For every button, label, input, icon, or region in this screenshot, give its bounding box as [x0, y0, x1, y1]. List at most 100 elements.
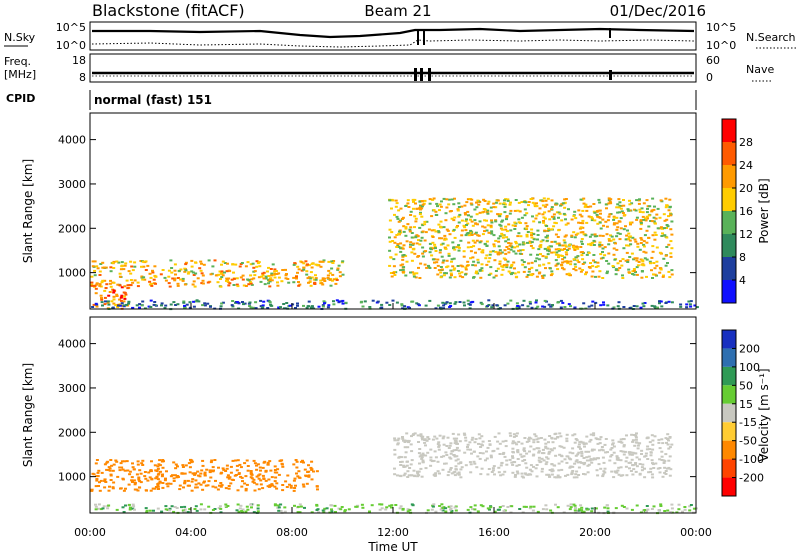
velocity-cell: [399, 505, 403, 508]
velocity-cell: [249, 476, 253, 479]
power-cell: [647, 236, 651, 239]
power-cell: [183, 267, 187, 270]
velocity-cell: [523, 437, 527, 439]
power-cell: [472, 245, 476, 248]
power-cell: [563, 256, 567, 259]
velocity-cell: [664, 453, 668, 456]
power-cell: [632, 273, 636, 276]
power-cell: [509, 266, 513, 269]
velocity-cell: [540, 457, 544, 460]
velocity-cell: [609, 448, 613, 451]
power-cell: [513, 272, 517, 275]
power-cell: [399, 247, 403, 250]
power-cell: [227, 277, 231, 280]
power-cell: [482, 198, 486, 201]
velocity-cell: [437, 448, 441, 451]
velocity-cell: [227, 477, 231, 480]
power-cell: [535, 269, 539, 272]
power-cell: [551, 304, 554, 306]
velocity-cell: [541, 448, 545, 451]
velocity-cell: [164, 508, 168, 511]
power-cell: [494, 270, 498, 272]
velocity-cell: [537, 437, 541, 440]
power-cell: [601, 234, 605, 237]
velocity-cell: [198, 475, 202, 478]
velocity-cell: [163, 479, 167, 482]
velocity-cell: [159, 470, 162, 473]
velocity-cell: [504, 439, 508, 442]
power-cell: [667, 270, 671, 273]
velocity-cell: [155, 476, 159, 479]
power-cell: [521, 304, 525, 307]
velocity-cell: [226, 476, 230, 479]
power-cell: [669, 240, 673, 243]
velocity-cell: [154, 477, 158, 480]
power-cell: [450, 258, 454, 261]
velocity-cell: [505, 463, 509, 466]
power-cell: [428, 202, 432, 205]
power-cell: [487, 299, 491, 302]
velocity-cell: [380, 503, 384, 506]
power-cell: [401, 263, 405, 266]
power-cell: [269, 268, 273, 270]
velocity-cell: [587, 450, 591, 453]
power-cell: [656, 227, 660, 230]
velocity-cell: [438, 472, 441, 475]
velocity-cell: [520, 472, 524, 475]
velocity-cell: [102, 505, 106, 508]
power-cell: [443, 234, 447, 237]
power-cell: [561, 258, 565, 261]
velocity-cell: [657, 438, 661, 441]
velocity-cell: [464, 436, 468, 439]
power-cell: [638, 248, 642, 251]
velocity-cell: [448, 456, 452, 459]
power-cell: [538, 221, 542, 224]
power-cell: [259, 299, 263, 302]
power-cell: [489, 224, 493, 227]
power-cell: [424, 304, 428, 307]
power-cell: [318, 260, 322, 263]
power-cell: [643, 257, 647, 260]
power-cell: [232, 284, 236, 286]
date-title: 01/Dec/2016: [610, 2, 706, 20]
power-cell: [609, 234, 612, 237]
velocity-cell: [201, 464, 205, 467]
velocity-cell: [176, 476, 180, 478]
power-cell: [596, 261, 600, 264]
velocity-cell: [449, 452, 453, 455]
velocity-cell: [199, 472, 203, 475]
velocity-cell: [94, 462, 98, 465]
power-cell: [201, 282, 205, 285]
velocity-cell: [109, 459, 113, 461]
power-cell: [475, 213, 479, 216]
nave-tick-top: 60: [706, 54, 720, 67]
power-cell: [419, 262, 423, 265]
velocity-cell: [194, 479, 198, 482]
power-cell: [424, 250, 428, 253]
velocity-cell: [466, 443, 470, 446]
velocity-cell: [521, 511, 525, 514]
power-cell: [425, 266, 429, 269]
velocity-cell: [431, 505, 435, 508]
velocity-cell: [249, 503, 253, 506]
power-cell: [123, 297, 127, 300]
velocity-cell: [238, 463, 242, 466]
power-cell: [445, 272, 448, 275]
power-cell: [557, 249, 561, 252]
x-tick-label-1: 04:00: [175, 526, 207, 539]
power-cell: [580, 240, 584, 243]
velocity-cell: [565, 433, 569, 436]
power-cell: [466, 232, 470, 234]
power-cell: [455, 226, 459, 229]
power-cell: [550, 208, 553, 211]
power-cell: [543, 205, 547, 208]
power-cell: [105, 283, 109, 286]
power-cell: [642, 243, 646, 246]
power-cell: [590, 233, 594, 236]
power-cell: [655, 213, 659, 216]
power-cell: [501, 268, 505, 271]
velocity-cell: [501, 473, 505, 476]
power-cell: [535, 257, 539, 260]
power-cell: [579, 226, 583, 229]
power-cell: [497, 240, 501, 243]
